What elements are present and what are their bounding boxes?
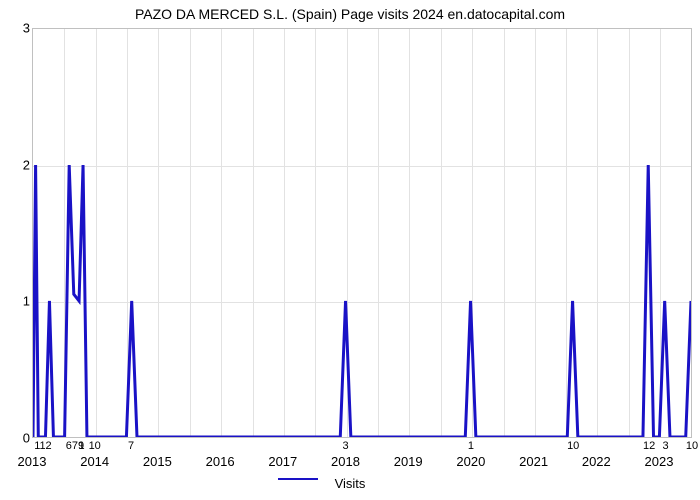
y-tick-label: 2 — [10, 157, 30, 172]
y-tick-label: 3 — [10, 21, 30, 36]
x-point-tick: 2 — [45, 440, 51, 452]
y-tick-label: 1 — [10, 294, 30, 309]
x-year-tick: 2013 — [18, 454, 47, 469]
x-year-tick: 2021 — [519, 454, 548, 469]
legend-label: Visits — [0, 476, 700, 491]
x-point-tick: 12 — [643, 440, 655, 452]
plot-area — [32, 28, 692, 438]
x-point-tick: 10 — [686, 440, 698, 452]
x-point-tick: 7 — [128, 440, 134, 452]
x-year-tick: 2014 — [80, 454, 109, 469]
x-point-tick: 10 — [567, 440, 579, 452]
x-point-tick: 10 — [89, 440, 101, 452]
x-year-tick: 2017 — [268, 454, 297, 469]
x-year-tick: 2020 — [456, 454, 485, 469]
x-point-tick: 3 — [663, 440, 669, 452]
chart-title: PAZO DA MERCED S.L. (Spain) Page visits … — [0, 6, 700, 22]
chart-container: PAZO DA MERCED S.L. (Spain) Page visits … — [0, 0, 700, 500]
x-year-tick: 2016 — [206, 454, 235, 469]
x-year-tick: 2023 — [645, 454, 674, 469]
y-tick-label: 0 — [10, 431, 30, 446]
x-point-tick: 1 — [468, 440, 474, 452]
x-year-tick: 2022 — [582, 454, 611, 469]
x-year-tick: 2015 — [143, 454, 172, 469]
x-point-tick: 11 — [34, 440, 45, 452]
x-year-tick: 2018 — [331, 454, 360, 469]
line-series — [33, 29, 691, 437]
x-year-tick: 2019 — [394, 454, 423, 469]
x-point-tick: 1 — [78, 440, 84, 452]
x-point-tick: 3 — [342, 440, 348, 452]
